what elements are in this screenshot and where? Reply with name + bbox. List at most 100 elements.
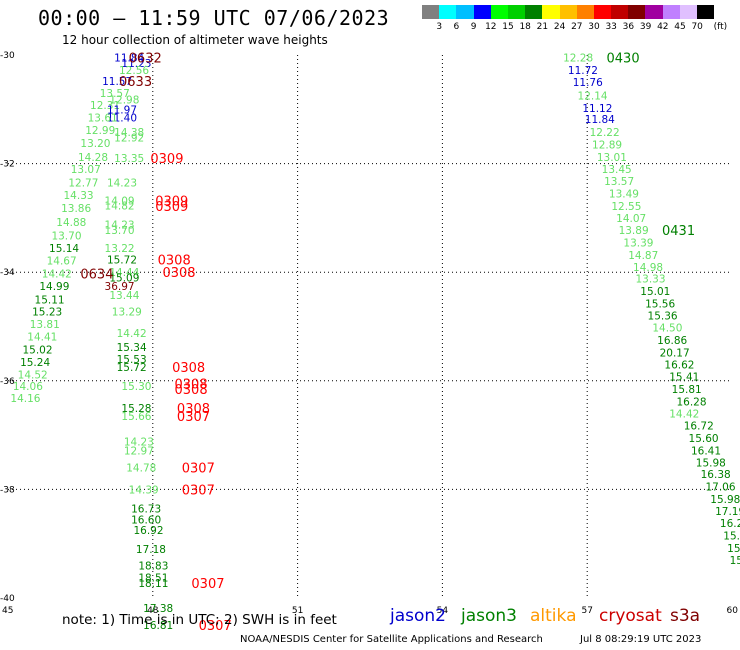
wave-height-value: 20.17 [660, 348, 690, 360]
wave-height-value: 12.55 [611, 201, 641, 213]
wave-height-value: 13.29 [112, 306, 142, 318]
pass-time-label: 0309 [155, 200, 188, 215]
legend-label: 36 [622, 22, 635, 32]
legend-swatch [679, 5, 697, 19]
wave-height-value: 13.35 [114, 153, 144, 165]
x-tick-label: 57 [581, 606, 592, 616]
legend-label: 21 [536, 22, 549, 32]
wave-height-value: 15.53 [117, 354, 147, 366]
wave-height-value: 15.02 [22, 344, 52, 356]
x-tick-label: 51 [292, 606, 303, 616]
legend-swatch [576, 5, 594, 19]
wave-height-value: 12.22 [590, 127, 620, 139]
x-tick-label: 60 [727, 606, 739, 616]
y-tick-label: -38 [0, 485, 15, 495]
wave-height-value: 15 [730, 555, 740, 567]
legend-swatch [473, 5, 491, 19]
wave-height-value: 15.98 [710, 494, 740, 506]
pass-time-label: 0307 [182, 483, 215, 498]
x-tick-label: 45 [2, 606, 13, 616]
wave-height-value: 12.14 [578, 91, 608, 103]
legend-swatches [422, 5, 715, 19]
wave-height-value: 18.51 [138, 572, 168, 584]
wave-height-value: 11.23 [121, 58, 151, 70]
satellite-name: altika [530, 606, 577, 626]
pass-time-label: 0632 [129, 52, 162, 67]
wave-height-value: 16.60 [131, 514, 161, 526]
satellite-name: s3a [670, 606, 701, 626]
wave-height-value: 14.28 [78, 152, 108, 164]
pass-time-label: 0430 [607, 52, 640, 67]
credit-text: NOAA/NESDIS Center for Satellite Applica… [240, 634, 543, 645]
wave-height-value: 11.72 [568, 65, 598, 77]
wave-height-value: 14.88 [56, 217, 86, 229]
wave-height-value: 13.70 [105, 225, 135, 237]
wave-height-value: 14.23 [124, 437, 154, 449]
wave-height-value: 11.97 [107, 104, 137, 116]
wave-height-value: 15.14 [49, 243, 79, 255]
wave-height-value: 15.81 [672, 384, 702, 396]
legend-label: 24 [553, 22, 566, 32]
wave-height-value: 16.28 [676, 396, 706, 408]
pass-time-label: 0307 [177, 410, 210, 425]
wave-height-value: 14.98 [633, 262, 663, 274]
pass-time-label: 0634 [80, 267, 113, 282]
wave-height-value: 16.38 [701, 469, 731, 481]
legend-swatch [439, 5, 457, 19]
wave-height-value: 16.41 [691, 445, 721, 457]
pass-time-label: 0307 [182, 462, 215, 477]
wave-height-value: 12.92 [114, 133, 144, 145]
wave-height-value: 16.86 [657, 335, 687, 347]
wave-height-value: 14.67 [47, 255, 77, 267]
legend-swatch [507, 5, 526, 19]
wave-height-value: 15.72 [107, 255, 137, 267]
wave-height-value: 14.42 [117, 328, 147, 340]
wave-height-value: 11.57 [102, 76, 132, 88]
pass-time-label: 0308 [177, 402, 210, 417]
wave-height-value: 14.87 [628, 250, 658, 262]
wave-height-value: 13.49 [609, 188, 639, 200]
wave-height-value: 14.78 [126, 463, 156, 475]
legend-labels: 3 6 9 12 15 18 21 24 27 30 33 36 39 42 45 70 (ft) [422, 22, 740, 34]
wave-height-value: 13.01 [597, 152, 627, 164]
wave-height-value: 13.57 [604, 176, 634, 188]
wave-height-value: 13.70 [51, 230, 81, 242]
wave-height-value: 13.61 [88, 112, 118, 124]
y-tick-label: -30 [0, 51, 15, 61]
pass-time-label: 0308 [158, 254, 191, 269]
legend-label: 9 [470, 22, 477, 32]
wave-height-value: 12.97 [124, 445, 154, 457]
color-legend: 3 6 9 12 15 18 21 24 27 30 33 36 39 42 45 70 (ft) [422, 5, 727, 32]
x-tick-label: 54 [437, 606, 449, 616]
wave-height-value: 15.34 [117, 342, 147, 354]
wave-height-value: 15.5 [723, 531, 740, 543]
legend-swatch [525, 5, 543, 19]
wave-height-value: 15.11 [35, 294, 65, 306]
wave-height-value: 13.45 [602, 164, 632, 176]
pass-time-label: 0431 [662, 224, 695, 239]
legend-label: 45 [674, 22, 686, 32]
y-tick-label: -36 [0, 377, 15, 387]
legend-swatch [490, 5, 508, 19]
pass-time-label: 0309 [155, 195, 188, 210]
page-title: 00:00 – 11:59 UTC 07/06/2023 [38, 6, 390, 30]
legend-swatch [559, 5, 577, 19]
wave-height-value: 16.73 [131, 503, 161, 515]
wave-height-value: 15.72 [117, 362, 147, 374]
wave-height-value: 14.06 [13, 381, 43, 393]
pass-time-label: 0308 [172, 361, 205, 376]
wave-height-value: 14.38 [114, 127, 144, 139]
wave-height-value: 14.99 [39, 281, 69, 293]
wave-height-value: 15.56 [645, 299, 675, 311]
wave-height-value: 16.22 [720, 518, 740, 530]
legend-unit: (ft) [713, 22, 728, 32]
wave-height-value: 14.50 [652, 323, 682, 335]
wave-height-value: 12.99 [85, 125, 115, 137]
wave-height-value: 13.81 [30, 319, 60, 331]
wave-height-value: 14.41 [27, 331, 57, 343]
pass-time-label: 0308 [175, 378, 208, 393]
wave-height-value: 14.23 [105, 219, 135, 231]
wave-height-value: 13.89 [619, 225, 649, 237]
pass-time-label: 0307 [191, 577, 224, 592]
wave-height-value: 15.98 [696, 457, 726, 469]
